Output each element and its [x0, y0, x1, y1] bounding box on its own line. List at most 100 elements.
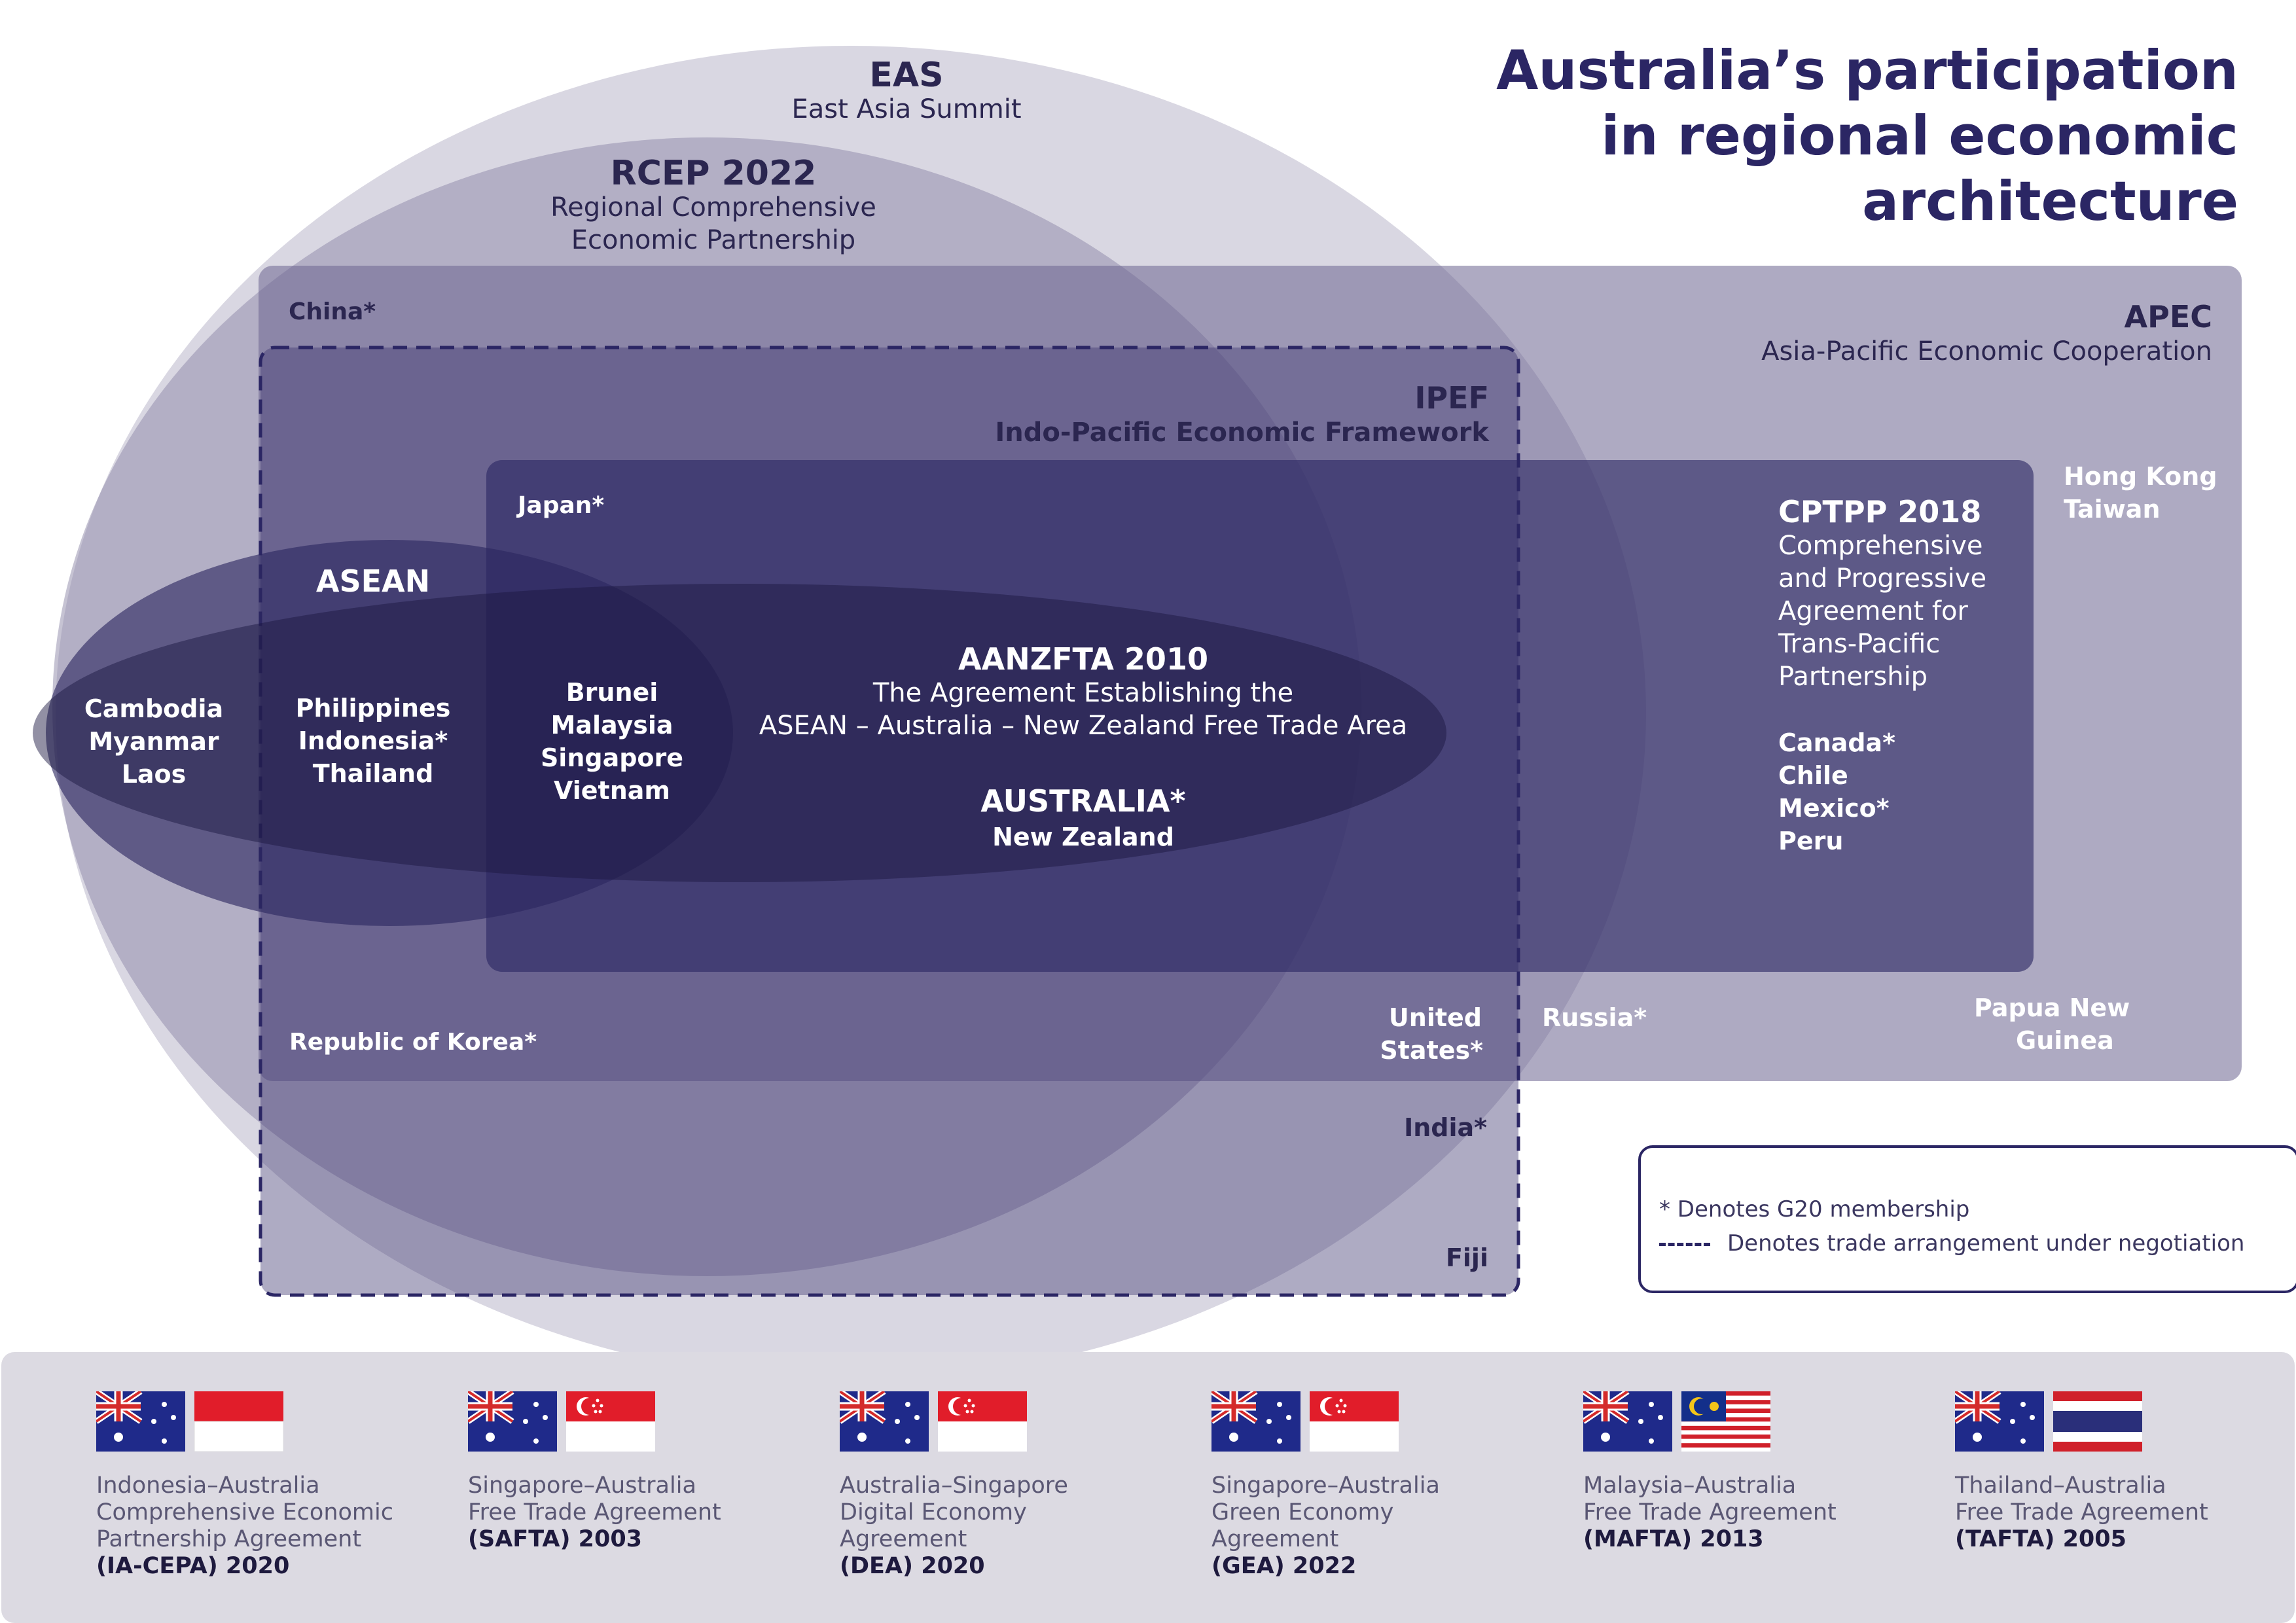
apec-full: Asia-Pacific Economic Cooperation	[1761, 336, 2212, 366]
rcep-name: RCEP 2022	[610, 154, 817, 193]
country-fiji: Fiji	[1445, 1243, 1488, 1272]
cptpp-box	[486, 460, 2034, 972]
bilateral-agreements-panel	[1, 1352, 2295, 1623]
singapore-flag-icon	[938, 1391, 1027, 1452]
agreement-name-line-3: Partnership Agreement	[96, 1526, 362, 1552]
agreement-safta: Singapore–Australia Free Trade Agreement…	[468, 1391, 821, 1553]
country-india: India*	[1404, 1113, 1487, 1142]
agreement-mafta: Malaysia–Australia Free Trade Agreement …	[1583, 1391, 1937, 1553]
title-line-3: architecture	[1862, 169, 2238, 233]
agreement-code: (IA-CEPA) 2020	[96, 1553, 290, 1579]
legend: * Denotes G20 membership Denotes trade a…	[1638, 1145, 2296, 1293]
agreement-code: (DEA) 2020	[840, 1553, 985, 1579]
aanzfta-name: AANZFTA 2010	[958, 641, 1208, 677]
australia-flag-icon	[1955, 1391, 2044, 1452]
agreement-code: (GEA) 2022	[1211, 1553, 1357, 1579]
country-united-states-1: United	[1388, 1003, 1482, 1032]
country-united-states-2: States*	[1380, 1036, 1483, 1065]
agreement-code: (TAFTA) 2005	[1955, 1526, 2126, 1552]
country-peru: Peru	[1778, 827, 1844, 855]
country-malaysia: Malaysia	[550, 711, 673, 740]
country-singapore: Singapore	[540, 743, 684, 772]
agreement-ia-cepa: Indonesia–Australia Comprehensive Econom…	[96, 1391, 450, 1580]
title-line-1: Australia’s participation	[1496, 39, 2238, 102]
agreement-name-line-1: Thailand–Australia	[1955, 1472, 2166, 1499]
agreement-name-line-2: Digital Economy	[840, 1499, 1027, 1525]
economy-hong-kong: Hong Kong	[2064, 462, 2217, 491]
agreement-name-line-3: Agreement	[1211, 1526, 1339, 1552]
australia-flag-icon	[1211, 1391, 1300, 1452]
country-laos: Laos	[121, 760, 187, 789]
agreement-name-line-2: Free Trade Agreement	[1583, 1499, 1837, 1525]
page-title: Australia’s participation in regional ec…	[1496, 38, 2238, 234]
agreement-name-line-1: Australia–Singapore	[840, 1472, 1068, 1499]
ipef-full: Indo-Pacific Economic Framework	[995, 418, 1489, 448]
aanzfta-full-1: The Agreement Establishing the	[872, 678, 1294, 708]
rcep-full-2: Economic Partnership	[571, 225, 856, 255]
title-line-2: in regional economic	[1601, 104, 2238, 168]
country-mexico: Mexico*	[1778, 794, 1890, 823]
agreement-code: (MAFTA) 2013	[1583, 1526, 1764, 1552]
country-canada: Canada*	[1778, 728, 1895, 757]
country-philippines: Philippines	[295, 694, 451, 722]
country-myanmar: Myanmar	[88, 727, 219, 756]
country-russia: Russia*	[1542, 1003, 1647, 1032]
agreement-name-line-2: Free Trade Agreement	[468, 1499, 721, 1525]
legend-negotiation-label: Denotes trade arrangement under negotiat…	[1727, 1230, 2245, 1257]
singapore-flag-icon	[1310, 1391, 1399, 1452]
agreement-name-line-2: Comprehensive Economic	[96, 1499, 393, 1525]
aanzfta-full-2: ASEAN – Australia – New Zealand Free Tra…	[759, 711, 1408, 741]
country-chile: Chile	[1778, 761, 1848, 790]
australia-flag-icon	[468, 1391, 557, 1452]
apec-name: APEC	[2124, 299, 2213, 334]
malaysia-flag-icon	[1681, 1391, 1770, 1452]
agreement-name-line-1: Singapore–Australia	[1211, 1472, 1440, 1499]
country-china: China*	[289, 298, 376, 325]
cptpp-full-5: Partnership	[1778, 662, 1928, 692]
cptpp-full-3: Agreement for	[1778, 596, 1968, 626]
country-new-zealand: New Zealand	[992, 823, 1174, 851]
economy-taiwan: Taiwan	[2064, 495, 2161, 524]
agreement-name-line-1: Singapore–Australia	[468, 1472, 696, 1499]
agreement-dea: Australia–Singapore Digital Economy Agre…	[840, 1391, 1193, 1580]
country-brunei: Brunei	[565, 678, 658, 707]
country-korea: Republic of Korea*	[289, 1029, 537, 1056]
country-vietnam: Vietnam	[554, 776, 670, 805]
agreement-code: (SAFTA) 2003	[468, 1526, 643, 1552]
country-australia: AUSTRALIA*	[980, 783, 1186, 819]
indonesia-flag-icon	[194, 1391, 283, 1452]
thailand-flag-icon	[2053, 1391, 2142, 1452]
asean-ellipse	[46, 540, 733, 926]
australia-flag-icon	[1583, 1391, 1672, 1452]
australia-flag-icon	[96, 1391, 185, 1452]
singapore-flag-icon	[566, 1391, 655, 1452]
legend-negotiation: Denotes trade arrangement under negotiat…	[1659, 1230, 2244, 1257]
dashed-line-icon	[1659, 1243, 1710, 1246]
asean-name: ASEAN	[315, 563, 431, 599]
agreement-gea: Singapore–Australia Green Economy Agreem…	[1211, 1391, 1565, 1580]
agreement-name-line-3: Agreement	[840, 1526, 967, 1552]
country-indonesia: Indonesia*	[298, 726, 448, 755]
rcep-full-1: Regional Comprehensive	[550, 192, 876, 223]
eas-name: EAS	[869, 56, 944, 95]
aanzfta-ellipse	[33, 584, 1446, 882]
cptpp-name: CPTPP 2018	[1778, 494, 1982, 529]
country-png-2: Guinea	[2016, 1026, 2114, 1055]
agreement-name-line-2: Free Trade Agreement	[1955, 1499, 2208, 1525]
agreement-name-line-2: Green Economy	[1211, 1499, 1394, 1525]
australia-flag-icon	[840, 1391, 929, 1452]
cptpp-full-2: and Progressive	[1778, 563, 1987, 594]
legend-g20: * Denotes G20 membership	[1659, 1196, 1970, 1222]
country-thailand: Thailand	[312, 759, 434, 788]
ipef-name: IPEF	[1414, 380, 1489, 416]
agreement-tafta: Thailand–Australia Free Trade Agreement …	[1955, 1391, 2296, 1553]
country-png-1: Papua New	[1974, 993, 2130, 1022]
country-japan: Japan*	[518, 492, 605, 519]
agreement-name-line-1: Malaysia–Australia	[1583, 1472, 1797, 1499]
eas-full: East Asia Summit	[791, 94, 1022, 124]
cptpp-full-4: Trans-Pacific	[1778, 629, 1941, 659]
cptpp-full-1: Comprehensive	[1778, 531, 1983, 561]
country-cambodia: Cambodia	[84, 694, 224, 723]
agreement-name-line-1: Indonesia–Australia	[96, 1472, 320, 1499]
